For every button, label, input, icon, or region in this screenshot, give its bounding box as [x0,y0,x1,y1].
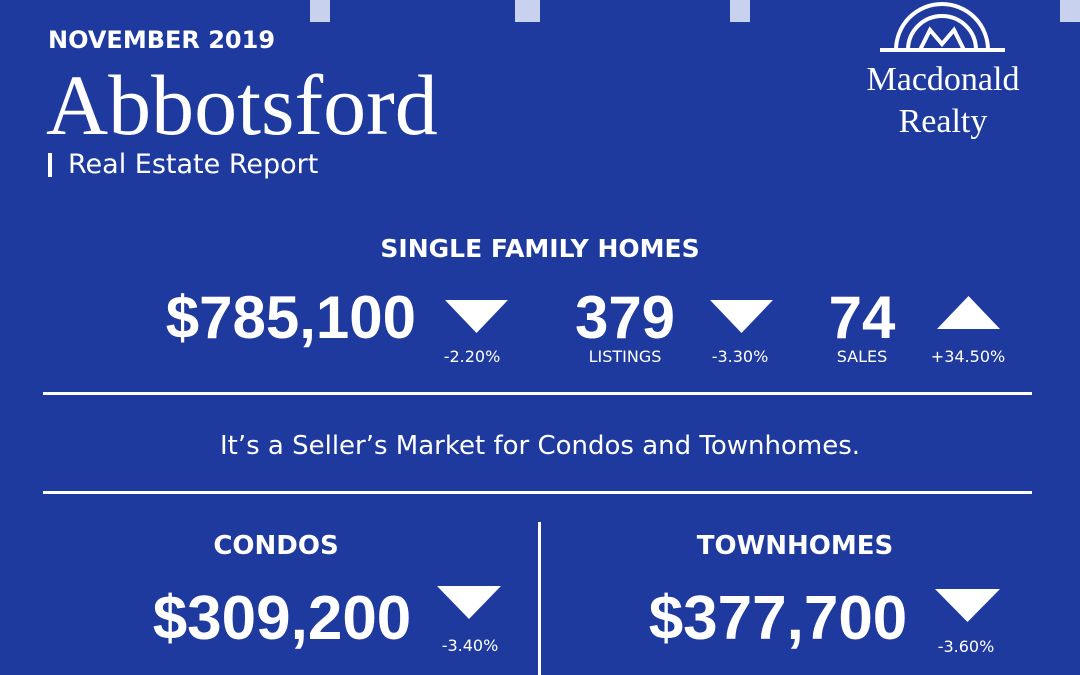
change: -3.30% [711,347,769,366]
listings-label: LISTINGS [588,347,662,366]
sales-count: 74 [828,284,896,351]
section-title: TOWNHOMES [696,531,894,561]
change: +34.50% [930,347,1006,366]
top-tab [310,0,330,22]
logo-text: Macdonald [866,61,1020,98]
divider [43,491,1032,494]
market-message: It’s a Seller’s Market for Condos and To… [219,431,861,461]
report-date: NOVEMBER 2019 [48,26,276,54]
divider [43,392,1032,395]
up-arrow [937,296,1000,329]
change: -3.60% [937,637,995,656]
city-name: Abbotsford [46,57,438,153]
section-title: CONDOS [213,531,339,561]
price: $377,700 [648,584,908,653]
down-arrow [437,586,501,619]
down-arrow [710,300,773,333]
sales-label: SALES [836,347,888,366]
top-tab [1060,0,1080,22]
report-subtitle: Real Estate Report [68,149,319,180]
down-arrow [445,300,508,333]
top-tab [515,0,540,22]
logo-text: Realty [898,103,988,140]
change: -2.20% [443,347,501,366]
down-arrow [935,589,1000,622]
price: $309,200 [152,584,412,653]
accent-bar [48,153,52,177]
price: $785,100 [165,284,416,351]
top-tab [730,0,750,22]
listings-count: 379 [574,284,676,351]
logo-mark [880,2,1005,52]
divider [538,522,541,675]
section-title: SINGLE FAMILY HOMES [380,234,700,263]
change: -3.40% [441,636,499,655]
